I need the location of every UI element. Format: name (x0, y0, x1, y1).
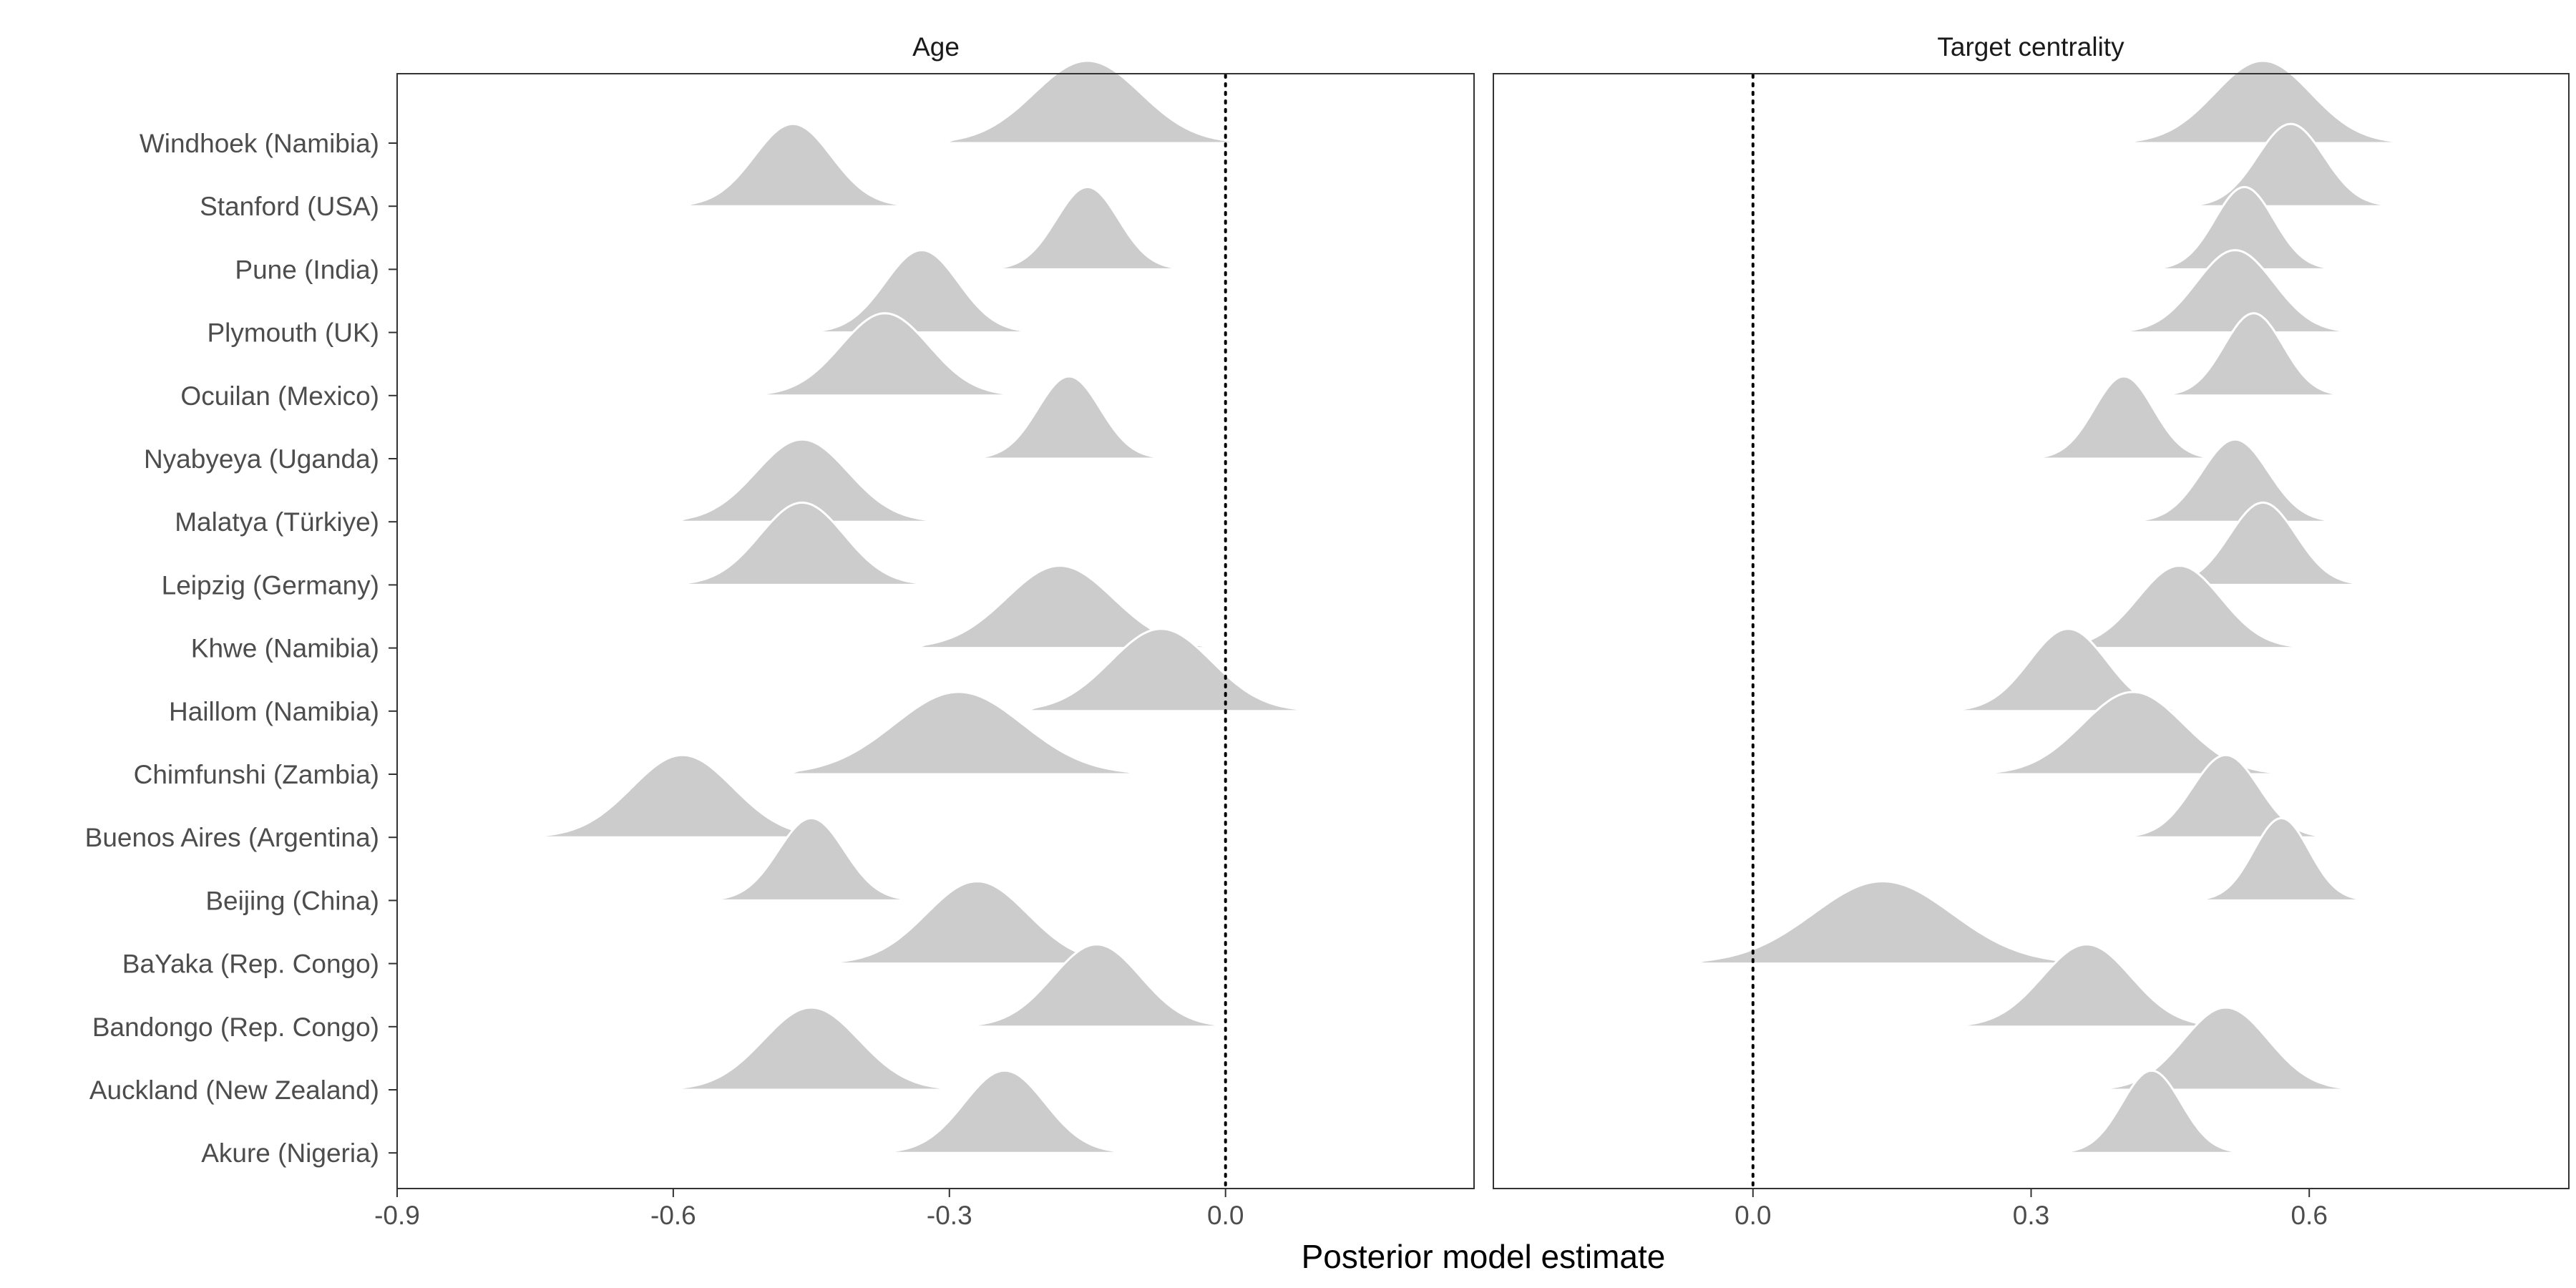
y-axis-site-labels: Windhoek (Namibia) Stanford (USA) Pune (In… (85, 129, 397, 1168)
x-tick-label: -0.3 (927, 1201, 972, 1230)
density-ridge (2113, 249, 2357, 334)
density-ridge (2160, 312, 2357, 397)
density-ridge (2169, 501, 2376, 586)
density-ridge (525, 753, 813, 839)
y-tick-label: BaYaka (Rep. Congo) (122, 950, 379, 979)
density-ridge (2122, 59, 2422, 145)
y-tick-label: Plymouth (UK) (207, 318, 379, 348)
density-ridge (2048, 565, 2320, 650)
x-tick-label: 0.3 (2013, 1201, 2049, 1230)
density-ridge (2122, 438, 2338, 523)
x-tick-label: 0.6 (2290, 1201, 2327, 1230)
age-ridges (525, 59, 1319, 1154)
density-ridge (1022, 628, 1319, 713)
density-ridge (1965, 691, 2301, 776)
y-tick-label: Auckland (New Zealand) (89, 1075, 379, 1105)
x-tick-label: -0.9 (374, 1201, 420, 1230)
density-ridge (948, 943, 1227, 1028)
density-ridge (975, 375, 1171, 460)
density-ridge (755, 312, 1025, 397)
y-tick-label: Stanford (USA) (200, 192, 379, 221)
density-ridge (1687, 880, 2088, 965)
y-tick-label: Ocuilan (Mexico) (180, 381, 379, 411)
density-ridge (672, 501, 942, 586)
density-ridge (782, 691, 1144, 776)
age-panel-border (396, 73, 1475, 1189)
density-ridge (874, 1069, 1126, 1154)
x-tick-label: -0.6 (650, 1201, 696, 1230)
target-centrality-x-axis: 0.0 0.3 0.6 (1735, 1189, 2328, 1230)
y-tick-label: Malatya (Türkiye) (175, 507, 379, 537)
y-tick-label: Khwe (Namibia) (191, 634, 379, 663)
density-ridge (663, 1006, 960, 1091)
x-tick-label: 0.0 (1735, 1201, 1771, 1230)
y-tick-label: Akure (Nigeria) (201, 1138, 379, 1168)
density-ridge (2150, 185, 2338, 270)
age-x-axis: -0.9 -0.6 -0.3 0.0 (374, 1189, 1244, 1230)
y-tick-label: Nyabyeya (Uganda) (144, 444, 379, 474)
y-tick-label: Pune (India) (235, 255, 379, 284)
y-tick-label: Buenos Aires (Argentina) (85, 823, 379, 852)
panel-title-target-centrality: Target centrality (1937, 32, 2124, 62)
y-tick-label: Haillom (Namibia) (169, 697, 379, 726)
x-tick-label: 0.0 (1207, 1201, 1244, 1230)
density-ridge (2187, 816, 2376, 902)
y-tick-label: Bandongo (Rep. Congo) (92, 1013, 379, 1042)
density-ridge (939, 59, 1254, 145)
panel-target-centrality: Target centrality 0.0 0.3 0.6 (1493, 32, 2570, 1230)
density-ridge (2030, 375, 2218, 460)
density-ridge (2187, 122, 2404, 208)
density-ridge (681, 122, 914, 208)
panel-title-age: Age (912, 32, 960, 62)
y-tick-label: Beijing (China) (205, 886, 379, 915)
y-tick-label: Leipzig (Germany) (162, 570, 379, 600)
density-ridge (672, 438, 969, 523)
density-ridge (810, 249, 1034, 334)
density-ridge (1928, 943, 2237, 1028)
panel-age: Age -0.9 -0.6 -0.3 0.0 (374, 32, 1475, 1230)
density-ridge (2057, 1069, 2245, 1154)
x-axis-title: Posterior model estimate (1302, 1238, 1666, 1275)
density-ridge (708, 816, 914, 902)
target-centrality-ridges (1687, 59, 2422, 1154)
y-tick-label: Windhoek (Namibia) (140, 129, 379, 158)
y-tick-label: Chimfunshi (Zambia) (134, 760, 379, 789)
density-ridge (994, 185, 1190, 270)
